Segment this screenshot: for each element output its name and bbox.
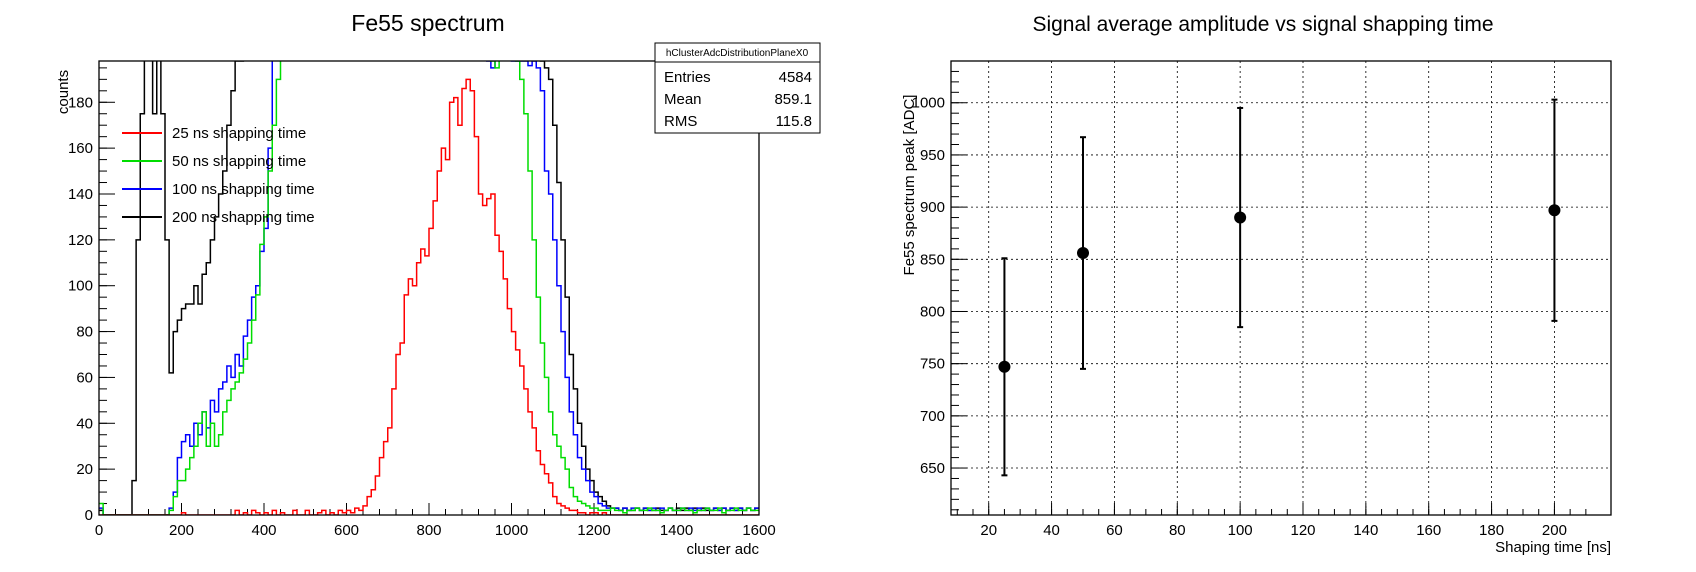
y-tick-label: 900 [920, 199, 945, 216]
histogram-y-axis-label: counts [55, 70, 72, 114]
histogram-legend: 25 ns shapping time 50 ns shapping time … [122, 125, 315, 226]
y-tick-label: 650 [920, 460, 945, 477]
y-tick-label: 80 [76, 324, 93, 341]
x-tick-label: 120 [1290, 522, 1315, 539]
amplitude-points-group [998, 98, 1561, 477]
x-tick-label: 160 [1416, 522, 1441, 539]
x-tick-label: 60 [1106, 522, 1123, 539]
x-tick-label: 1600 [742, 522, 775, 539]
data-point [1077, 247, 1089, 260]
x-tick-label: 180 [1479, 522, 1504, 539]
x-tick-label: 1400 [660, 522, 693, 539]
y-tick-label: 750 [920, 356, 945, 373]
x-tick-label: 200 [1542, 522, 1567, 539]
y-tick-label: 180 [68, 94, 93, 111]
stats-entries-label: Entries [664, 69, 711, 86]
stats-mean-value: 859.1 [774, 91, 812, 108]
y-tick-label: 20 [76, 461, 93, 478]
x-tick-label: 140 [1353, 522, 1378, 539]
x-tick-label: 0 [95, 522, 103, 539]
y-tick-label: 100 [68, 278, 93, 295]
y-tick-label: 60 [76, 369, 93, 386]
x-tick-label: 400 [251, 522, 276, 539]
histogram-panel: Fe55 spectrum 0 200 400 600 800 1000 1200 1400 1… [55, 10, 821, 558]
amplitude-y-axis-label: Fe55 spectrum peak [ADC] [901, 95, 918, 276]
x-tick-label: 80 [1169, 522, 1186, 539]
x-tick-label: 40 [1043, 522, 1060, 539]
y-tick-label: 800 [920, 303, 945, 320]
x-tick-label: 800 [416, 522, 441, 539]
histogram-title: Fe55 spectrum [351, 10, 504, 36]
legend-label-100ns: 100 ns shapping time [172, 181, 315, 198]
data-point [998, 360, 1011, 373]
x-tick-label: 20 [980, 522, 997, 539]
y-tick-label: 160 [68, 140, 93, 157]
stats-rms-label: RMS [664, 113, 697, 130]
y-tick-label: 950 [920, 147, 945, 164]
data-point [1234, 211, 1247, 224]
y-tick-label: 120 [68, 232, 93, 249]
y-tick-label: 700 [920, 408, 945, 425]
stats-box: hClusterAdcDistributionPlaneX0 Entries 4… [654, 42, 821, 134]
stats-mean-label: Mean [664, 91, 702, 108]
data-point [1548, 204, 1561, 217]
stats-entries-value: 4584 [779, 69, 812, 86]
y-tick-label: 850 [920, 251, 945, 268]
amplitude-axes: 20 40 60 80 100 120 140 160 180 200 650 700 750 800 85… [912, 61, 1611, 539]
y-tick-label: 0 [85, 507, 93, 524]
x-tick-label: 600 [334, 522, 359, 539]
x-tick-label: 1200 [577, 522, 610, 539]
stats-rms-value: 115.8 [776, 113, 812, 130]
histogram-frame [98, 60, 760, 516]
y-tick-label: 140 [68, 186, 93, 203]
legend-label-50ns: 50 ns shapping time [172, 153, 306, 170]
x-tick-label: 100 [1228, 522, 1253, 539]
amplitude-x-axis-label: Shaping time [ns] [1495, 539, 1611, 556]
legend-label-200ns: 200 ns shapping time [172, 209, 315, 226]
amplitude-title: Signal average amplitude vs signal shapp… [1032, 13, 1493, 36]
amplitude-frame [950, 60, 1612, 516]
histogram-series-line [99, 61, 759, 515]
stats-box-histogram-name: hClusterAdcDistributionPlaneX0 [666, 48, 809, 59]
x-tick-label: 1000 [495, 522, 528, 539]
legend-label-25ns: 25 ns shapping time [172, 125, 306, 142]
y-tick-label: 40 [76, 415, 93, 432]
histogram-x-axis-label: cluster adc [686, 541, 759, 558]
stats-box-frame [654, 42, 821, 134]
histogram-axes: 0 200 400 600 800 1000 1200 1400 1600 0 20 40 60 80 10… [68, 67, 776, 539]
amplitude-panel: Signal average amplitude vs signal shapp… [901, 13, 1612, 556]
y-tick-label: 1000 [912, 95, 945, 112]
x-tick-label: 200 [169, 522, 194, 539]
histogram-series-line [99, 61, 759, 515]
